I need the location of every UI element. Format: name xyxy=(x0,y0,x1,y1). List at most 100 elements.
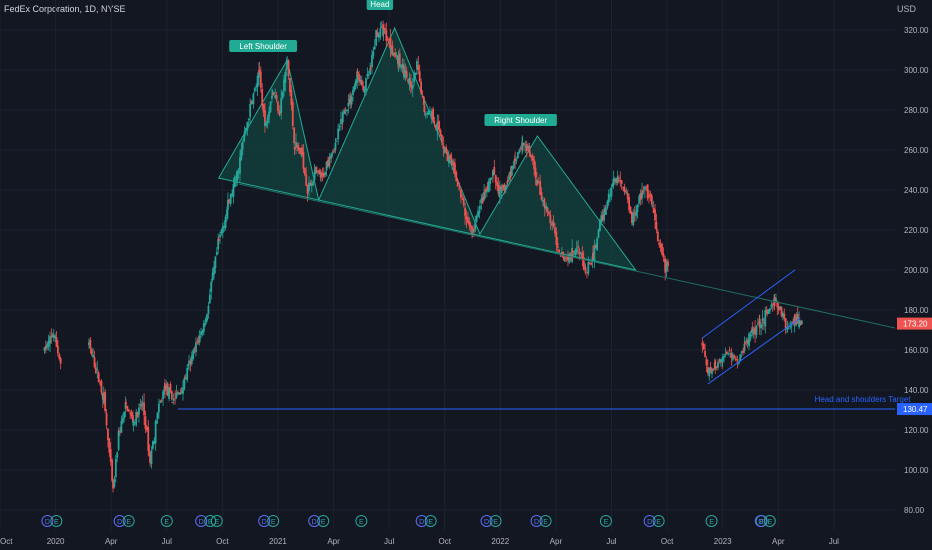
event-marker-d xyxy=(258,515,271,527)
candle-body xyxy=(120,420,123,433)
candle-body xyxy=(424,113,427,115)
candle-body xyxy=(439,130,442,137)
candle-body xyxy=(373,46,376,50)
candle-body xyxy=(426,114,429,116)
candle-body xyxy=(266,116,269,124)
event-marker-d xyxy=(754,515,767,527)
candle-body xyxy=(104,391,107,412)
candle-body xyxy=(312,181,315,186)
event-marker-d xyxy=(643,515,656,527)
candle-body xyxy=(746,339,749,344)
candle-body xyxy=(780,307,783,316)
candle-body xyxy=(350,96,353,105)
time-axis[interactable]: Oct 2020 Apr Jul Oct 2021 Apr Jul Oct 2022 Apr Jul O… xyxy=(0,537,839,546)
price-tick-label: 100.00 xyxy=(904,466,929,475)
candle-body xyxy=(784,318,787,330)
candle-body xyxy=(543,200,546,207)
candle-body xyxy=(353,85,356,90)
candle-body xyxy=(460,189,462,198)
candle-body xyxy=(478,212,481,213)
candle-body xyxy=(483,191,485,200)
channel-lower-line xyxy=(707,317,801,385)
candle-body xyxy=(764,310,767,327)
candle-body xyxy=(518,150,521,153)
candle-body xyxy=(563,257,566,261)
candle-body xyxy=(121,417,124,423)
candle-body xyxy=(593,245,596,262)
candle-body xyxy=(360,80,363,86)
candle-body xyxy=(187,364,190,367)
candle-body xyxy=(756,323,759,325)
candle-body xyxy=(335,141,338,143)
candle-body xyxy=(149,454,151,463)
candle-body xyxy=(331,151,334,153)
candle-body xyxy=(100,381,103,393)
candle-body xyxy=(132,415,134,423)
candle-body xyxy=(581,252,584,260)
candle-body xyxy=(658,242,661,245)
candle-body xyxy=(291,102,294,126)
candle-body xyxy=(367,75,370,76)
time-tick-label: Oct xyxy=(0,537,13,546)
candle-body xyxy=(271,90,274,95)
event-marker-d xyxy=(113,515,126,527)
candle-body xyxy=(712,368,715,370)
pattern-annotations[interactable]: Left Shoulder Head Right Shoulder Head and … xyxy=(229,0,911,404)
candle-body xyxy=(626,193,629,200)
price-tick-label: 140.00 xyxy=(904,386,929,395)
candle-body xyxy=(733,354,736,358)
pattern-area xyxy=(217,26,637,271)
chart-title: FedEx Corporation, 1D, NYSE xyxy=(4,4,126,14)
candle-body xyxy=(724,353,727,356)
candle-body xyxy=(442,145,445,149)
price-axis[interactable]: 80.00 100.00 120.00 140.00 160.00 180.00 200.0… xyxy=(897,26,932,515)
candle-body xyxy=(464,213,467,215)
candle-body xyxy=(549,215,552,224)
candle-body xyxy=(622,186,624,188)
candle-body xyxy=(227,200,229,210)
trend-lines[interactable] xyxy=(177,183,896,410)
event-marker-label: D xyxy=(419,519,424,526)
candle-body xyxy=(528,145,531,153)
time-tick-label: Apr xyxy=(550,537,563,546)
candle-body xyxy=(592,252,594,259)
candle-body xyxy=(239,157,241,174)
candle-body xyxy=(330,153,333,159)
event-marker-label: E xyxy=(126,519,131,526)
candle-body xyxy=(727,353,730,355)
candle-body xyxy=(321,172,324,176)
candle-body xyxy=(577,247,580,248)
candle-body xyxy=(154,420,157,444)
candle-body xyxy=(249,103,252,118)
candle-body xyxy=(580,252,582,254)
time-tick-label: 2020 xyxy=(47,537,65,546)
candle-body xyxy=(619,179,622,182)
candle-body xyxy=(337,128,340,140)
candle-body xyxy=(97,372,100,383)
candle-body xyxy=(43,347,46,351)
candle-body xyxy=(247,118,250,121)
candle-body xyxy=(789,325,792,327)
candle-body xyxy=(480,198,483,203)
candle-body xyxy=(438,121,441,131)
candle-body xyxy=(325,161,328,171)
candle-body xyxy=(427,111,430,115)
candle-body xyxy=(591,256,594,262)
candle-body xyxy=(610,187,613,197)
candle-body xyxy=(119,430,121,432)
event-marker-e xyxy=(267,515,280,527)
candle-body xyxy=(198,335,201,343)
candle-body xyxy=(89,339,92,349)
candle-body xyxy=(172,398,175,401)
earnings-dividend-markers[interactable]: D E D E E D E E D E D E E D E D E D E E D E E ED E xyxy=(41,515,776,527)
head-and-shoulders-pattern[interactable] xyxy=(217,26,637,271)
candle-body xyxy=(508,174,511,181)
event-marker-label: E xyxy=(604,519,609,526)
candle-body xyxy=(540,192,543,200)
candle-body xyxy=(751,327,754,332)
candle-body xyxy=(352,89,354,96)
candle-body xyxy=(638,195,641,203)
candle-body xyxy=(534,167,537,178)
candle-body xyxy=(54,335,57,338)
